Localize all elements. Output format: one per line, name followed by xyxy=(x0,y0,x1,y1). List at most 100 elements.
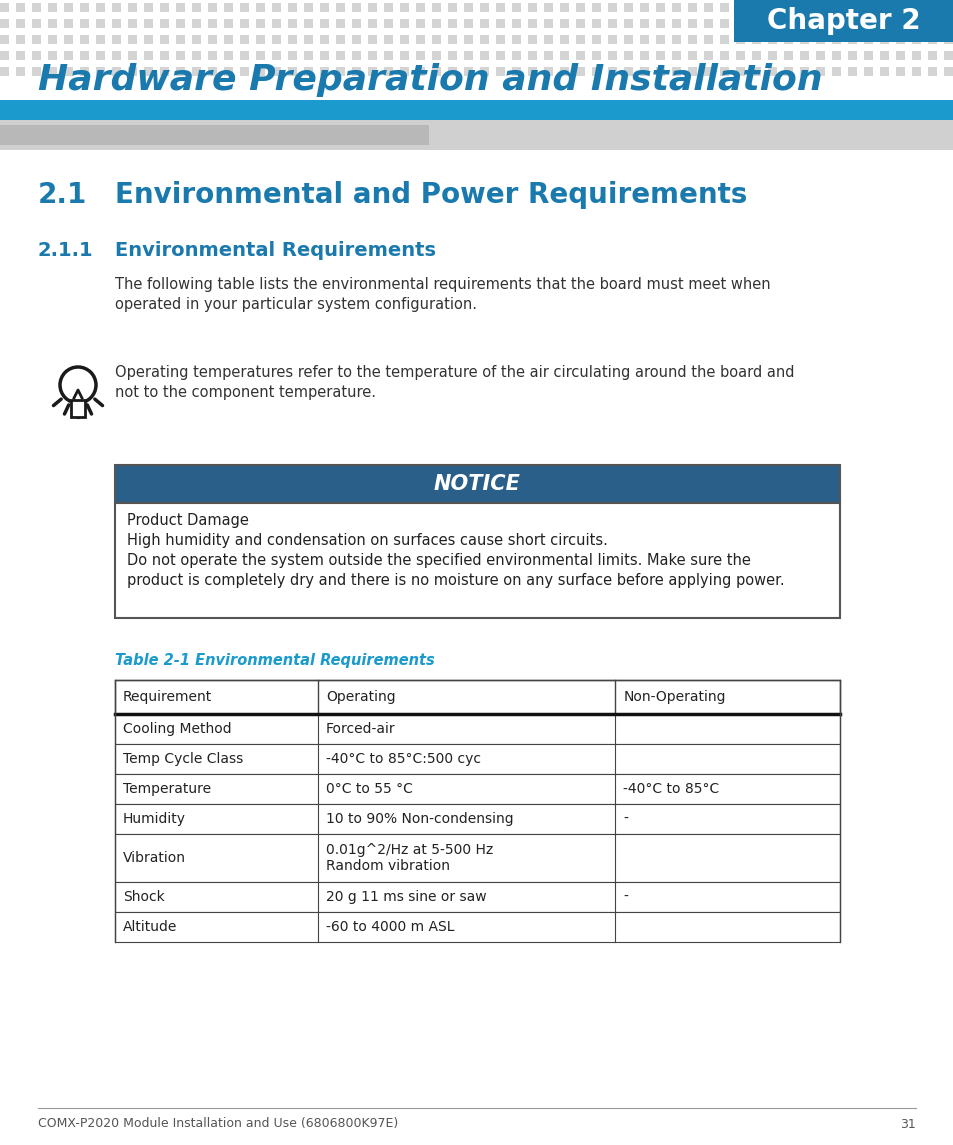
Bar xyxy=(543,3,553,11)
Bar xyxy=(96,35,105,44)
Bar xyxy=(432,3,440,11)
Bar xyxy=(720,3,728,11)
Bar xyxy=(767,68,776,76)
Bar xyxy=(623,35,633,44)
Bar xyxy=(352,3,360,11)
Bar xyxy=(319,19,329,27)
Bar xyxy=(48,68,57,76)
Bar xyxy=(160,19,169,27)
Bar xyxy=(847,68,856,76)
Bar xyxy=(512,68,520,76)
Bar xyxy=(144,68,152,76)
Bar xyxy=(32,52,41,60)
Bar xyxy=(607,52,617,60)
Bar xyxy=(895,3,904,11)
Bar xyxy=(288,35,296,44)
Bar xyxy=(224,35,233,44)
Text: Temp Cycle Class: Temp Cycle Class xyxy=(123,752,243,766)
Bar xyxy=(895,19,904,27)
Bar xyxy=(352,52,360,60)
Bar xyxy=(559,35,568,44)
Bar xyxy=(112,68,121,76)
Bar xyxy=(671,3,680,11)
Bar xyxy=(895,52,904,60)
Bar xyxy=(64,3,73,11)
Bar xyxy=(224,68,233,76)
Text: Chapter 2: Chapter 2 xyxy=(766,7,920,35)
Text: Vibration: Vibration xyxy=(123,851,186,864)
Bar xyxy=(687,19,697,27)
Text: High humidity and condensation on surfaces cause short circuits.: High humidity and condensation on surfac… xyxy=(127,532,607,547)
Bar xyxy=(352,35,360,44)
Bar xyxy=(384,35,393,44)
Bar xyxy=(16,19,25,27)
Bar xyxy=(496,52,504,60)
Bar xyxy=(144,19,152,27)
Bar xyxy=(96,52,105,60)
Bar xyxy=(115,465,840,503)
Bar xyxy=(687,3,697,11)
Bar xyxy=(255,19,265,27)
Bar xyxy=(288,52,296,60)
Bar xyxy=(192,3,201,11)
Bar xyxy=(416,68,424,76)
Bar xyxy=(432,19,440,27)
Bar xyxy=(399,3,409,11)
Bar xyxy=(448,19,456,27)
Bar xyxy=(703,52,712,60)
Bar xyxy=(751,52,760,60)
Bar xyxy=(144,52,152,60)
Bar xyxy=(783,19,792,27)
Bar xyxy=(96,3,105,11)
Bar xyxy=(80,35,89,44)
Bar xyxy=(687,52,697,60)
Bar xyxy=(0,35,9,44)
Bar xyxy=(319,35,329,44)
Bar xyxy=(128,35,137,44)
Bar xyxy=(432,68,440,76)
Bar xyxy=(656,35,664,44)
Bar xyxy=(0,3,9,11)
Bar xyxy=(576,52,584,60)
Bar xyxy=(208,3,216,11)
Bar xyxy=(115,503,840,618)
Bar xyxy=(847,35,856,44)
Bar xyxy=(879,68,888,76)
Bar xyxy=(543,19,553,27)
Text: Hardware Preparation and Installation: Hardware Preparation and Installation xyxy=(38,63,821,97)
Text: Forced-air: Forced-air xyxy=(326,722,395,736)
Bar xyxy=(895,68,904,76)
Bar xyxy=(112,35,121,44)
Bar xyxy=(512,35,520,44)
Bar xyxy=(735,68,744,76)
Bar xyxy=(831,19,841,27)
Text: Cooling Method: Cooling Method xyxy=(123,722,232,736)
Bar xyxy=(751,35,760,44)
Bar xyxy=(304,52,313,60)
Bar xyxy=(448,3,456,11)
Bar xyxy=(208,52,216,60)
Bar xyxy=(863,52,872,60)
Bar xyxy=(80,68,89,76)
Bar xyxy=(240,35,249,44)
Bar xyxy=(607,35,617,44)
Bar xyxy=(319,68,329,76)
Bar xyxy=(927,52,936,60)
Bar xyxy=(416,19,424,27)
Bar xyxy=(160,35,169,44)
Bar xyxy=(115,834,840,882)
Bar xyxy=(815,19,824,27)
Bar xyxy=(800,68,808,76)
Bar xyxy=(927,68,936,76)
Bar xyxy=(639,19,648,27)
Bar xyxy=(639,3,648,11)
Bar xyxy=(115,882,840,913)
Bar xyxy=(335,68,345,76)
Bar xyxy=(623,3,633,11)
Bar xyxy=(64,19,73,27)
Bar xyxy=(192,35,201,44)
Bar xyxy=(384,3,393,11)
Bar xyxy=(255,52,265,60)
Bar xyxy=(703,19,712,27)
Bar xyxy=(335,3,345,11)
